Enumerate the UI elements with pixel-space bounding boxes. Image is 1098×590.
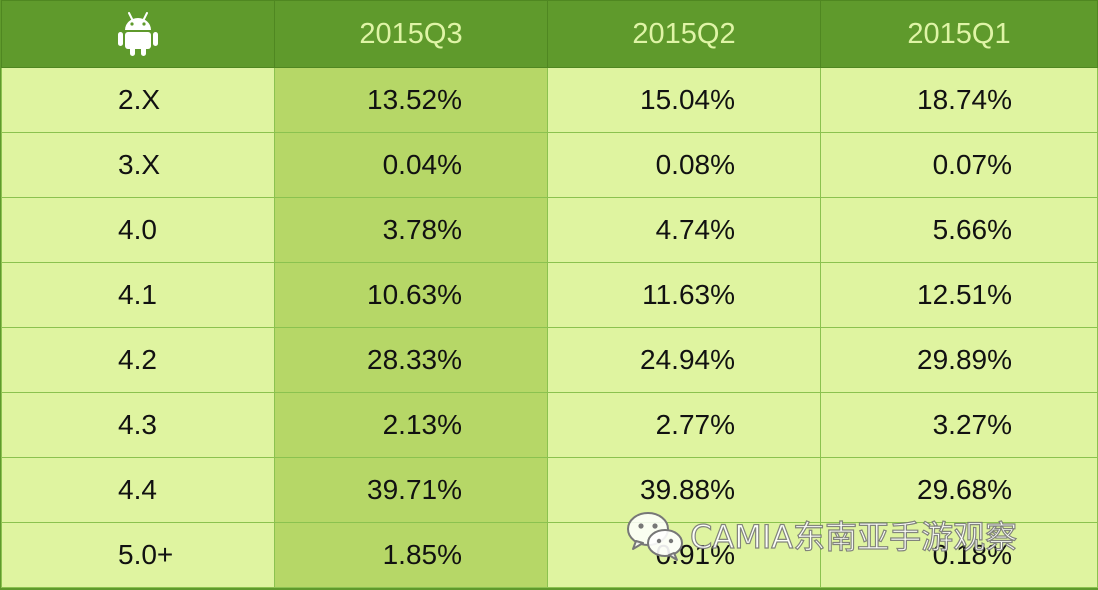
version-label: 4.1 [1, 262, 275, 328]
version-label: 2.X [1, 67, 275, 133]
version-label: 4.0 [1, 197, 275, 263]
version-label: 3.X [1, 132, 275, 198]
value-cell-2015q2: 11.63% [547, 262, 821, 328]
value-cell-2015q3: 13.52% [274, 67, 548, 133]
value-cell-2015q1: 18.74% [820, 67, 1098, 133]
value-cell-2015q3: 39.71% [274, 457, 548, 523]
value-cell-2015q1: 0.18% [820, 522, 1098, 588]
version-label: 4.4 [1, 457, 275, 523]
value-cell-2015q1: 29.89% [820, 327, 1098, 393]
header-cell-2015q3: 2015Q3 [274, 0, 548, 68]
value-cell-2015q2: 0.08% [547, 132, 821, 198]
table-row: 4.0 3.78% 4.74% 5.66% [1, 197, 1098, 263]
table-row: 4.2 28.33% 24.94% 29.89% [1, 327, 1098, 393]
table-row: 3.X 0.04% 0.08% 0.07% [1, 132, 1098, 198]
header-cell-2015q1: 2015Q1 [820, 0, 1098, 68]
header-row: 2015Q3 2015Q2 2015Q1 [1, 0, 1098, 68]
value-cell-2015q2: 2.77% [547, 392, 821, 458]
header-cell-icon [1, 0, 275, 68]
version-label: 5.0+ [1, 522, 275, 588]
table-row: 4.1 10.63% 11.63% 12.51% [1, 262, 1098, 328]
value-cell-2015q3: 28.33% [274, 327, 548, 393]
value-cell-2015q1: 5.66% [820, 197, 1098, 263]
value-cell-2015q1: 12.51% [820, 262, 1098, 328]
value-cell-2015q2: 0.91% [547, 522, 821, 588]
value-cell-2015q2: 4.74% [547, 197, 821, 263]
value-cell-2015q1: 0.07% [820, 132, 1098, 198]
table-row: 2.X 13.52% 15.04% 18.74% [1, 67, 1098, 133]
value-cell-2015q3: 3.78% [274, 197, 548, 263]
value-cell-2015q2: 24.94% [547, 327, 821, 393]
value-cell-2015q3: 2.13% [274, 392, 548, 458]
value-cell-2015q2: 39.88% [547, 457, 821, 523]
android-icon [118, 12, 158, 56]
header-cell-2015q2: 2015Q2 [547, 0, 821, 68]
value-cell-2015q3: 10.63% [274, 262, 548, 328]
value-cell-2015q1: 29.68% [820, 457, 1098, 523]
value-cell-2015q2: 15.04% [547, 67, 821, 133]
table-row: 4.4 39.71% 39.88% 29.68% [1, 457, 1098, 523]
value-cell-2015q3: 0.04% [274, 132, 548, 198]
version-label: 4.2 [1, 327, 275, 393]
table-row: 5.0+ 1.85% 0.91% 0.18% [1, 522, 1098, 588]
value-cell-2015q3: 1.85% [274, 522, 548, 588]
version-label: 4.3 [1, 392, 275, 458]
value-cell-2015q1: 3.27% [820, 392, 1098, 458]
table-row: 4.3 2.13% 2.77% 3.27% [1, 392, 1098, 458]
